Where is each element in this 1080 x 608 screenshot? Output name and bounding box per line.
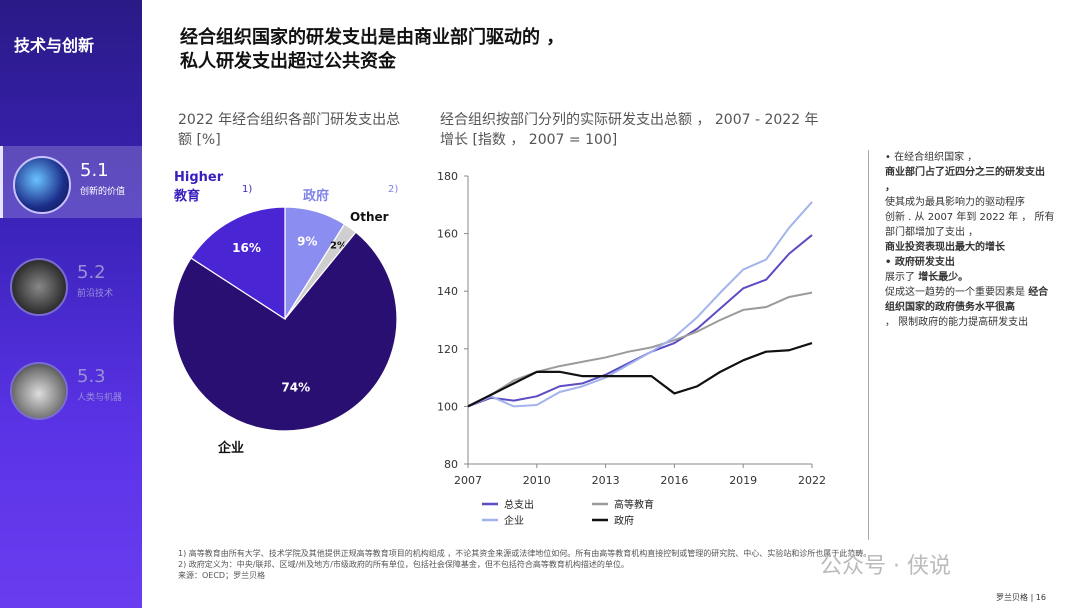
watermark: 公众号 · 侠说 <box>820 554 951 579</box>
x-tick-label: 2007 <box>454 474 482 487</box>
note-bullet-1: • 在经合组织国家 ， <box>885 152 978 163</box>
human-machine-thumbnail <box>10 362 68 420</box>
title-line-1: 经合组织国家的研发支出是由商业部门驱动的 ， <box>180 27 565 48</box>
x-tick-label: 2019 <box>729 474 757 487</box>
note-bold-2: 商业投资表现出最大的增长 <box>885 242 1005 253</box>
line-chart: 80 100 120 140 160 180 2007 2010 2013 2016 2019 202… <box>437 170 826 527</box>
gov-label: 政府 <box>303 189 330 204</box>
sidebar-title: 技术与创新 <box>14 36 95 55</box>
y-tick-label: 80 <box>444 458 458 471</box>
y-tick-label: 160 <box>437 228 458 241</box>
pie-value-label: 74% <box>281 381 310 395</box>
note-text-4: 促成这一趋势的一个重要因素是 <box>885 287 1025 298</box>
note-text-1: 使其成为最具影响力的驱动程序 <box>885 197 1025 208</box>
series-line <box>467 291 813 408</box>
note-text-2: 创新 . 从 2007 年到 2022 年 ， 所有部门都增加了支出 ， <box>885 212 1055 238</box>
business-label: 企业 <box>218 441 245 456</box>
nav-number: 5.3 <box>77 366 106 387</box>
frontier-tech-thumbnail <box>10 258 68 316</box>
legend-label: 企业 <box>504 514 524 527</box>
nav-item-5-1[interactable]: 5.1 创新的价值 <box>0 146 145 218</box>
footnote-1: 1) 高等教育由所有大学、技术学院及其他提供正规高等教育项目的机构组成 ，不论其… <box>178 549 872 558</box>
source-line: 来源：OECD；罗兰贝格 <box>178 571 266 580</box>
y-tick-label: 180 <box>437 170 458 183</box>
note-bold-5: 经合组织国家的政府债务水平很高 <box>885 287 1049 313</box>
footnote-marker-2: 2) <box>388 184 399 195</box>
footnote-marker-1: 1) <box>242 184 253 195</box>
legend-label: 政府 <box>614 514 634 527</box>
note-text-3: 展示了 <box>885 272 915 283</box>
legend-label: 总支出 <box>504 498 534 511</box>
legend-label: 高等教育 <box>614 498 654 511</box>
other-label: Other <box>350 210 389 224</box>
note-bold-3: • 政府研发支出 <box>885 257 955 268</box>
page-title: 经合组织国家的研发支出是由商业部门驱动的 ， 私人研发支出超过公共资金 <box>180 26 660 74</box>
pie-subtitle: 2022 年经合组织各部门研发支出总额 [%] <box>178 112 401 148</box>
pie-value-label: 2% <box>330 240 347 251</box>
higher-ed-label-line2: 教育 <box>174 189 201 204</box>
note-text-5: ， 限制政府的能力提高研发支出 <box>885 317 1029 328</box>
x-tick-label: 2022 <box>798 474 826 487</box>
y-tick-label: 140 <box>437 285 458 298</box>
pie-value-label: 16% <box>232 241 261 255</box>
note-bold-4: 增长最少。 <box>918 272 969 283</box>
footnote-2: 2) 政府定义为：中央/联邦、区域/州及地方/市级政府的所有单位，包括社会保障基… <box>178 560 629 569</box>
nav-label: 人类与机器 <box>77 393 123 403</box>
title-line-2: 私人研发支出超过公共资金 <box>180 51 396 72</box>
pie-slice <box>172 231 398 432</box>
nav-number: 5.2 <box>77 262 106 283</box>
pie-value-label: 9% <box>297 234 317 248</box>
x-tick-label: 2010 <box>523 474 551 487</box>
pie-slice <box>190 206 286 321</box>
higher-ed-label-line1: Higher <box>174 170 224 185</box>
key-insights: • 在经合组织国家 ， 商业部门占了近四分之三的研发支出 ， 使其成为最具影响力… <box>868 150 1058 540</box>
footnotes: 1) 高等教育由所有大学、技术学院及其他提供正规高等教育项目的机构组成 ，不论其… <box>178 548 958 581</box>
pie-chart: 9% 2% 74% 16% <box>172 206 398 432</box>
nav-number: 5.1 <box>80 160 109 181</box>
sidebar: 技术与创新 5.1 创新的价值 5.2 前沿技术 5.3 人类与机器 <box>0 0 145 608</box>
innovation-thumbnail <box>13 156 71 214</box>
series-line <box>467 201 813 408</box>
y-tick-label: 120 <box>437 343 458 356</box>
y-tick-label: 100 <box>437 400 458 413</box>
nav-label: 创新的价值 <box>80 187 126 197</box>
x-tick-label: 2013 <box>592 474 620 487</box>
x-tick-label: 2016 <box>660 474 688 487</box>
line-subtitle: 经合组织按部门分列的实际研发支出总额 ， 2007 - 2022 年增长 [指数… <box>440 112 819 148</box>
series-line <box>467 341 813 408</box>
nav-label: 前沿技术 <box>77 289 114 299</box>
nav-item-5-2[interactable]: 5.2 前沿技术 <box>0 248 142 320</box>
page-number: 罗兰贝格 | 16 <box>996 593 1046 602</box>
nav-item-5-3[interactable]: 5.3 人类与机器 <box>0 352 142 424</box>
note-bold-1: 商业部门占了近四分之三的研发支出 ， <box>885 167 1045 193</box>
